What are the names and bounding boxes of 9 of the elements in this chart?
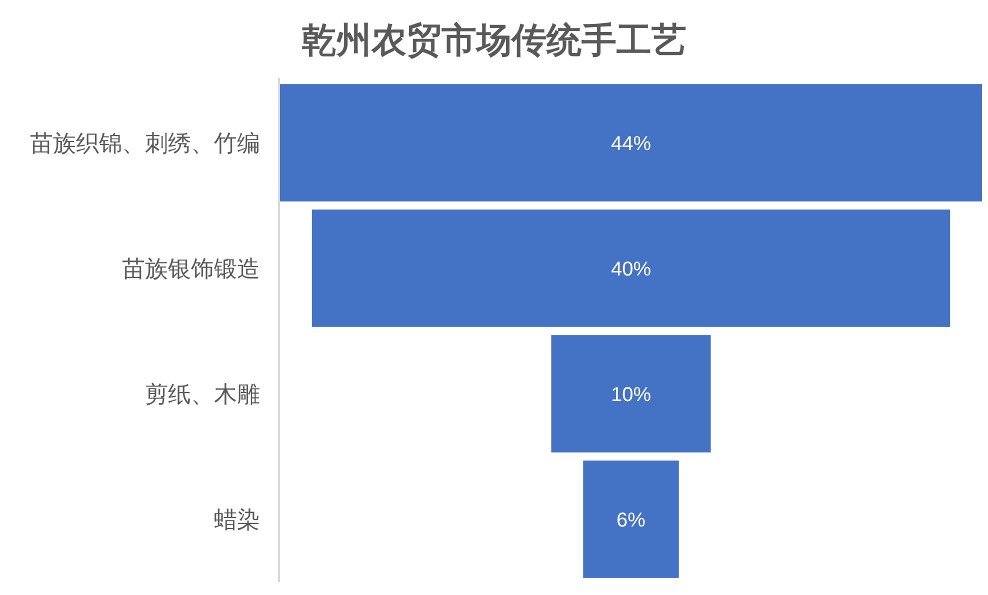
category-label: 蜡染: [214, 506, 260, 532]
data-label: 10%: [610, 384, 652, 406]
data-label: 40%: [610, 258, 652, 280]
data-label: 6%: [616, 509, 646, 532]
category-label: 苗族银饰锻造: [122, 255, 260, 282]
category-label: 剪纸、木雕: [145, 380, 260, 407]
text: 乾州农贸市场传统手工艺: [302, 21, 686, 60]
data-label: 44%: [610, 132, 652, 155]
category-label: 苗族织锦、刺绣、竹编: [30, 130, 260, 156]
